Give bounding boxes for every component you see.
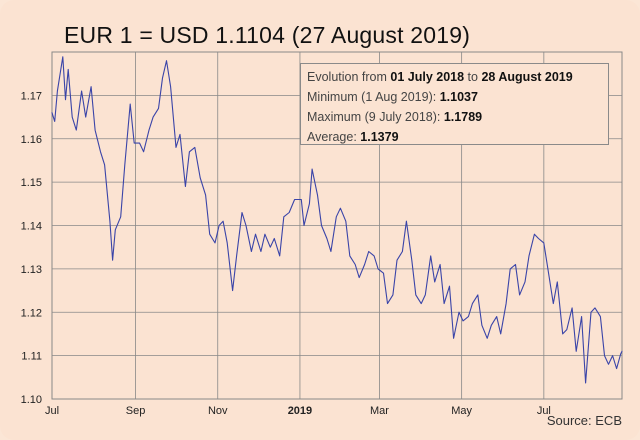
evolution-end: 28 August 2019	[481, 70, 573, 84]
series-layer	[51, 56, 623, 384]
x-tick-label: Nov	[208, 405, 228, 417]
y-tick-label: 1.11	[21, 351, 42, 363]
average-line: Average: 1.1379	[307, 127, 602, 147]
minimum-value: 1.1037	[439, 90, 478, 104]
x-tick-label: Sep	[126, 405, 146, 417]
minimum-line: Minimum (1 Aug 2019): 1.1037	[307, 87, 602, 107]
average-label: Average:	[307, 130, 357, 144]
evolution-mid: to	[467, 70, 478, 84]
evolution-start: 01 July 2018	[390, 70, 465, 84]
evolution-line: Evolution from 01 July 2018 to 28 August…	[307, 67, 602, 87]
x-tick-label: Mar	[370, 405, 389, 417]
maximum-label: Maximum (9 July 2018):	[307, 110, 441, 124]
y-tick-label: 1.16	[21, 134, 42, 146]
y-tick-label: 1.17	[21, 90, 42, 102]
evolution-prefix: Evolution from	[307, 70, 387, 84]
y-tick-label: 1.15	[21, 177, 42, 189]
average-value: 1.1379	[360, 130, 399, 144]
y-tick-label: 1.13	[21, 264, 42, 276]
source-label: Source: ECB	[546, 413, 622, 428]
x-tick-label: May	[451, 405, 472, 417]
y-tick-label: 1.14	[21, 221, 42, 233]
y-tick-label: 1.10	[21, 394, 42, 406]
x-tick-label: 2019	[288, 405, 312, 417]
y-tick-label: 1.12	[21, 307, 42, 319]
x-tick-label: Jul	[45, 405, 59, 417]
series-line	[51, 56, 623, 384]
maximum-line: Maximum (9 July 2018): 1.1789	[307, 107, 602, 127]
axis-layer: 1.10 1.11 1.12 1.13 1.14 1.15 1.16 1.17 Jul Sep No…	[21, 90, 551, 417]
chart-title: EUR 1 = USD 1.1104 (27 August 2019)	[64, 22, 471, 48]
x-tick-label: Jul	[537, 405, 551, 417]
minimum-label: Minimum (1 Aug 2019):	[307, 90, 437, 104]
maximum-value: 1.1789	[443, 110, 483, 124]
info-box: Evolution from 01 July 2018 to 28 August…	[300, 63, 609, 145]
